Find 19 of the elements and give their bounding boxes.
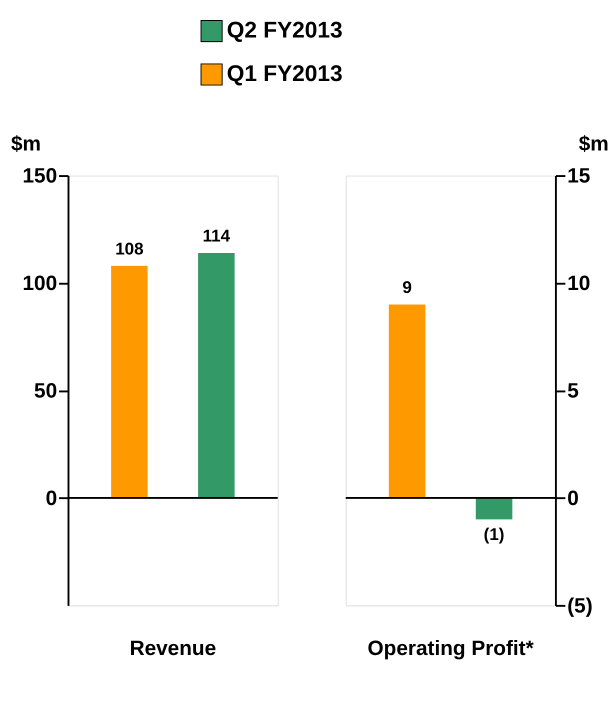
x-tick-label: Operating Profit*	[368, 636, 535, 660]
legend-label: Q2 FY2013	[226, 16, 343, 43]
y-tick-label: 50	[34, 380, 58, 403]
y2-axis-title: $m	[578, 132, 609, 156]
x-tick-label: Revenue	[130, 636, 216, 660]
y-tick-label: 150	[22, 164, 58, 188]
legend-label: Q1 FY2013	[226, 60, 343, 86]
data-label: (1)	[484, 525, 504, 544]
y2-tick-label: (5)	[567, 594, 593, 618]
y-tick-label: 100	[22, 272, 58, 296]
data-label: 9	[402, 278, 412, 298]
y2-tick-label: 5	[567, 380, 579, 403]
y-tick-label: 0	[46, 487, 58, 510]
data-label: 114	[202, 226, 231, 246]
y2-tick-label: 15	[567, 164, 590, 188]
y-axis-title: $m	[10, 132, 41, 156]
y2-tick-label: 0	[567, 487, 579, 510]
data-label: 108	[115, 240, 144, 259]
y2-tick-label: 10	[567, 272, 590, 296]
